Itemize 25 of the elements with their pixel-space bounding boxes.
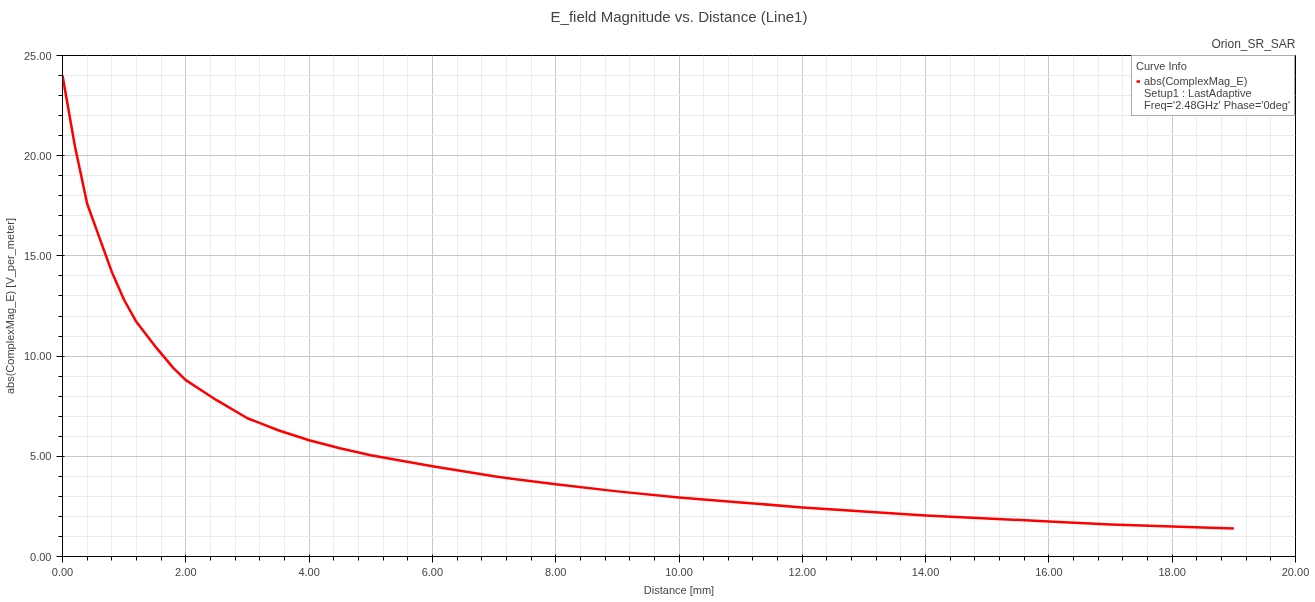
x-tick-label: 8.00 [545,565,567,578]
x-tick-label: 10.00 [665,565,693,578]
x-tick-label: 16.00 [1035,565,1063,578]
x-tick-label: 20.00 [1281,565,1310,578]
x-tick-label: 0.00 [51,565,74,578]
y-tick-label: 0.00 [30,550,52,563]
y-axis-title: abs(ComplexMag_E) [V_per_meter] [3,217,16,395]
x-tick-label: 18.00 [1158,565,1186,578]
x-tick-label: 6.00 [421,565,444,578]
legend-label: abs(ComplexMag_E) [1144,75,1248,87]
text: Orion_SR_SAR [1211,36,1296,51]
y-tick-label: 15.00 [23,249,52,262]
y-tick-label: 20.00 [23,149,52,162]
y-tick-label: 25.00 [23,49,52,62]
x-tick-label: 2.00 [175,565,197,578]
x-tick-label: 4.00 [298,565,320,578]
chart-title: E_field Magnitude vs. Distance (Line1) [550,7,808,25]
x-axis-title: Distance [mm] [643,583,715,596]
x-tick-label: 14.00 [911,565,940,578]
x-tick-label: 12.00 [788,565,817,578]
annotation: Setup1 : LastAdaptive [1144,87,1252,99]
annotation: Freq='2.48GHz' Phase='0deg' [1144,99,1290,111]
y-tick-label: 5.00 [30,450,52,463]
legend-title: Curve Info [1136,60,1188,72]
y-tick-label: 10.00 [23,350,52,363]
